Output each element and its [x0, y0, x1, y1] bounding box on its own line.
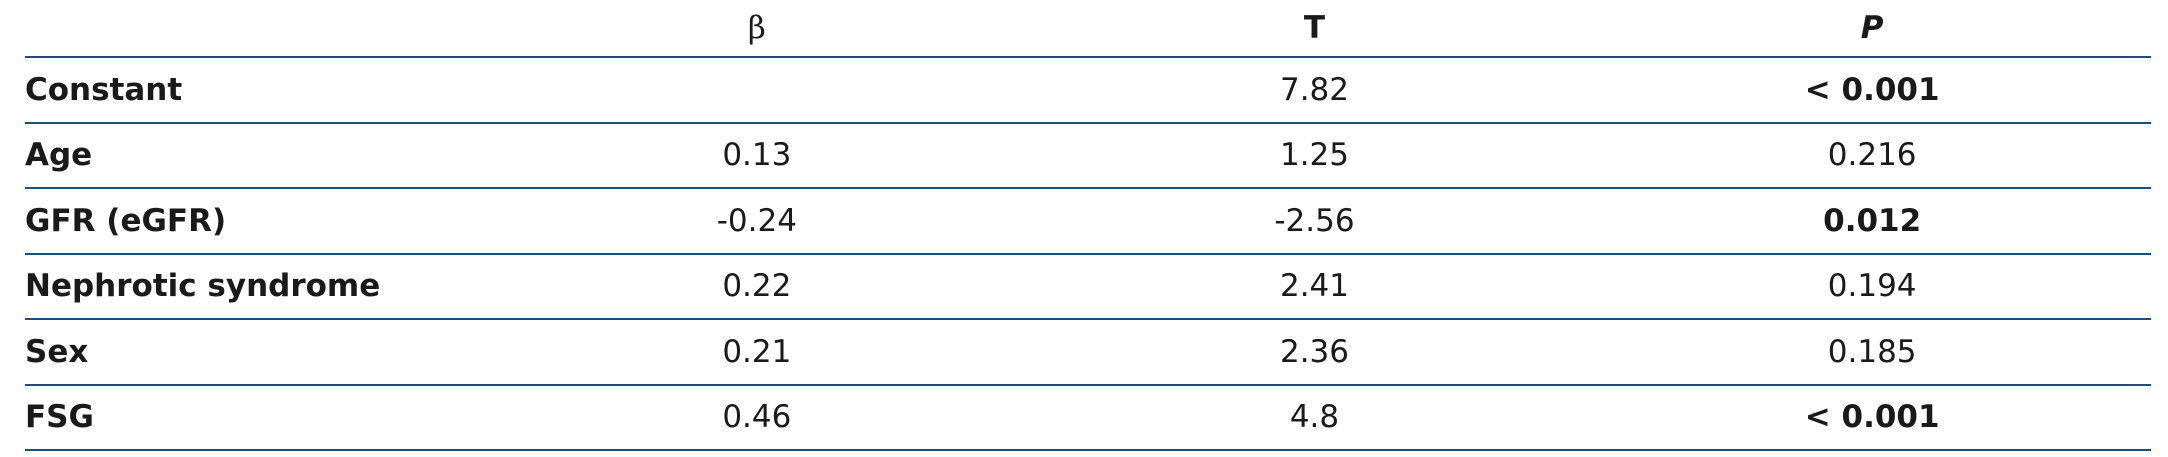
- cell: 0.46: [478, 384, 1036, 451]
- table-row: Age 0.13 1.25 0.216: [25, 122, 2151, 189]
- cell: 1.25: [1035, 122, 1594, 189]
- cell: 0.21: [478, 319, 1036, 386]
- cell: 0.194: [1593, 253, 2151, 320]
- cell: -0.24: [478, 188, 1036, 255]
- regression-table: β T P Constant 7.82 < 0.001 Age 0.13 1.25 0.21…: [25, 0, 2151, 451]
- cell: 2.36: [1035, 319, 1594, 386]
- table-row: Nephrotic syndrome 0.22 2.41 0.194: [25, 253, 2151, 320]
- header-cell: β: [478, 0, 1036, 58]
- cell: 0.012: [1593, 188, 2151, 255]
- table-row: GFR (eGFR) -0.24 -2.56 0.012: [25, 188, 2151, 255]
- row-label: Constant: [25, 57, 479, 124]
- header-cell: P: [1593, 0, 2151, 58]
- row-label: Age: [25, 122, 479, 189]
- cell: 7.82: [1035, 57, 1594, 124]
- row-label: Sex: [25, 319, 479, 386]
- row-label: Nephrotic syndrome: [25, 253, 479, 320]
- cell: 2.41: [1035, 253, 1594, 320]
- cell: 0.13: [478, 122, 1036, 189]
- table-body: Constant 7.82 < 0.001 Age 0.13 1.25 0.216 GFR (…: [25, 57, 2151, 451]
- cell: 4.8: [1035, 384, 1594, 451]
- table-row: FSG 0.46 4.8 < 0.001: [25, 384, 2151, 451]
- cell: 0.185: [1593, 319, 2151, 386]
- table-row: Sex 0.21 2.36 0.185: [25, 319, 2151, 386]
- header-cell: [25, 0, 479, 58]
- cell: [478, 57, 1036, 124]
- cell: < 0.001: [1593, 57, 2151, 124]
- cell: < 0.001: [1593, 384, 2151, 451]
- cell: 0.22: [478, 253, 1036, 320]
- cell: -2.56: [1035, 188, 1594, 255]
- table-row: Constant 7.82 < 0.001: [25, 57, 2151, 124]
- row-label: FSG: [25, 384, 479, 451]
- header-row: β T P: [25, 0, 2151, 58]
- row-label: GFR (eGFR): [25, 188, 479, 255]
- cell: 0.216: [1593, 122, 2151, 189]
- header-cell: T: [1035, 0, 1594, 58]
